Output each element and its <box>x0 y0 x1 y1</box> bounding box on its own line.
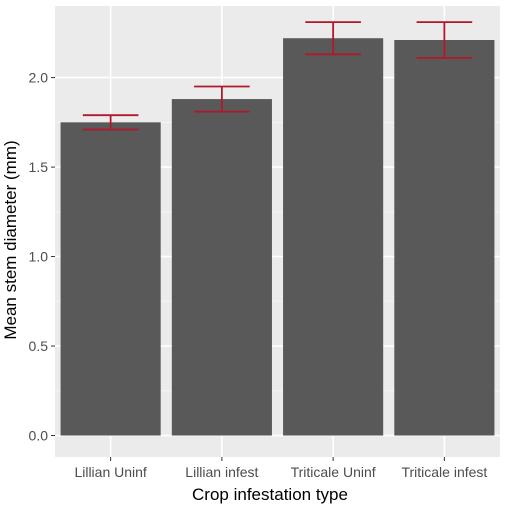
x-axis: Lillian Uninf Lillian infest Triticale Uni… <box>74 457 487 480</box>
x-tick-label: Triticale Uninf <box>291 464 376 480</box>
bar-1 <box>60 122 161 436</box>
y-axis-title: Mean stem diameter (mm) <box>1 140 20 339</box>
y-axis: 0.0 0.5 1.0 1.5 2.0 <box>29 70 55 444</box>
y-tick-label: 1.5 <box>29 159 49 175</box>
y-tick-label: 0.5 <box>29 338 49 354</box>
y-tick-label: 2.0 <box>29 70 49 86</box>
x-tick-label: Triticale infest <box>401 464 487 480</box>
x-tick-label: Lillian Uninf <box>74 464 146 480</box>
bars <box>60 38 495 436</box>
bar-3 <box>283 38 384 436</box>
x-axis-title: Crop infestation type <box>192 485 348 504</box>
error-bar-3 <box>305 21 361 56</box>
y-tick-label: 0.0 <box>29 428 49 444</box>
error-bar-4 <box>416 21 473 59</box>
y-tick-label: 1.0 <box>29 249 49 265</box>
error-bar-1 <box>82 114 139 131</box>
error-bar-2 <box>194 85 250 113</box>
bar-2 <box>171 99 272 436</box>
error-bars <box>82 21 473 131</box>
bar-4 <box>394 40 495 436</box>
x-tick-label: Lillian infest <box>185 464 258 480</box>
